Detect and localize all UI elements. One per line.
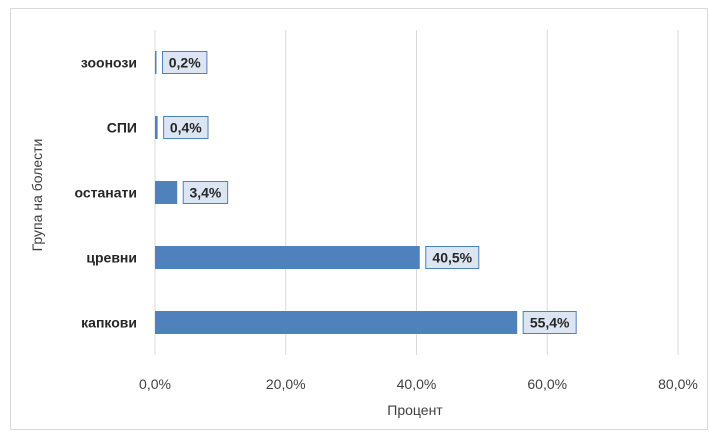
- x-axis-label: Процент: [387, 402, 443, 418]
- x-tick-label: 40,0%: [397, 376, 437, 392]
- category-labels: капкови цревни останати СПИ зоонози: [74, 55, 137, 331]
- category-label: цревни: [86, 250, 137, 266]
- y-axis-label: Група на болести: [29, 139, 45, 252]
- data-label-box: [522, 311, 577, 334]
- category-label: зоонози: [81, 55, 137, 71]
- bar: [155, 246, 420, 269]
- data-label-box: [162, 51, 208, 74]
- data-labels: 55,4% 40,5% 3,4% 0,4% 0,2%: [162, 51, 577, 334]
- x-tick-label: 20,0%: [266, 376, 306, 392]
- bar: [155, 51, 157, 74]
- bar: [155, 181, 178, 204]
- data-label: 0,4%: [170, 120, 202, 136]
- x-tick-labels: 0,0% 20,0% 40,0% 60,0% 80,0%: [139, 376, 698, 392]
- grid-lines: [154, 30, 679, 355]
- data-label: 55,4%: [530, 315, 570, 331]
- category-label: СПИ: [107, 120, 137, 136]
- x-tick-label: 60,0%: [527, 376, 567, 392]
- x-tick-label: 0,0%: [139, 376, 171, 392]
- category-label: останати: [74, 185, 137, 201]
- data-label: 3,4%: [189, 185, 221, 201]
- data-label-box: [163, 116, 209, 139]
- data-label-box: [182, 181, 229, 204]
- bar: [155, 311, 518, 334]
- data-label: 0,2%: [169, 55, 201, 71]
- data-label: 40,5%: [432, 250, 472, 266]
- data-label-box: [425, 246, 480, 269]
- bar: [155, 116, 158, 139]
- bars: [155, 51, 518, 334]
- chart-frame: [10, 8, 708, 430]
- x-tick-label: 80,0%: [658, 376, 698, 392]
- category-label: капкови: [81, 315, 137, 331]
